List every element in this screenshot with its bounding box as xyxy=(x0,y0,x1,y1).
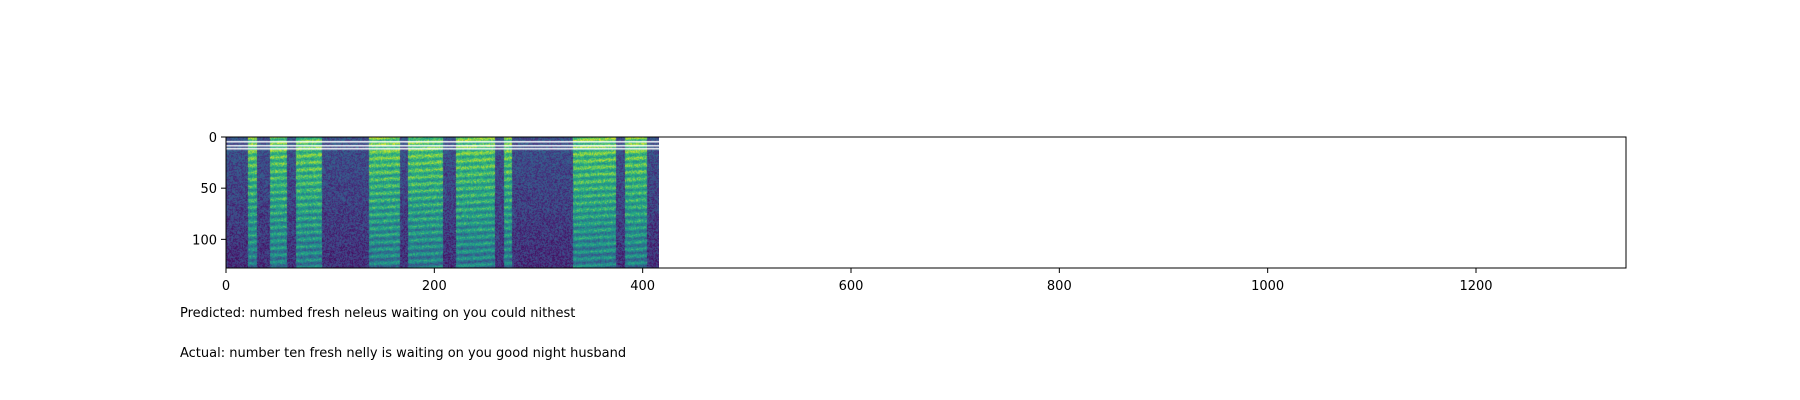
x-tick-label: 400 xyxy=(630,279,655,294)
x-tick-label: 600 xyxy=(839,279,864,294)
axes-frame xyxy=(225,136,1627,269)
x-tick-label: 800 xyxy=(1047,279,1072,294)
actual-caption: Actual: number ten fresh nelly is waitin… xyxy=(180,346,627,361)
x-tick-label: 200 xyxy=(422,279,447,294)
x-tick-label: 1000 xyxy=(1251,279,1284,294)
y-tick-label: 50 xyxy=(200,182,217,197)
predicted-caption: Predicted: numbed fresh neleus waiting o… xyxy=(180,306,576,321)
x-tick-label: 1200 xyxy=(1459,279,1492,294)
x-tick-label: 0 xyxy=(222,279,230,294)
x-axis: 0 200 400 600 800 1000 1200 xyxy=(222,268,1493,294)
y-tick-label: 0 xyxy=(209,131,217,146)
spectrogram-heatmap xyxy=(226,137,659,268)
y-axis: 0 50 100 xyxy=(192,131,226,248)
y-tick-label: 100 xyxy=(192,233,217,248)
spectrogram-image xyxy=(226,137,659,268)
